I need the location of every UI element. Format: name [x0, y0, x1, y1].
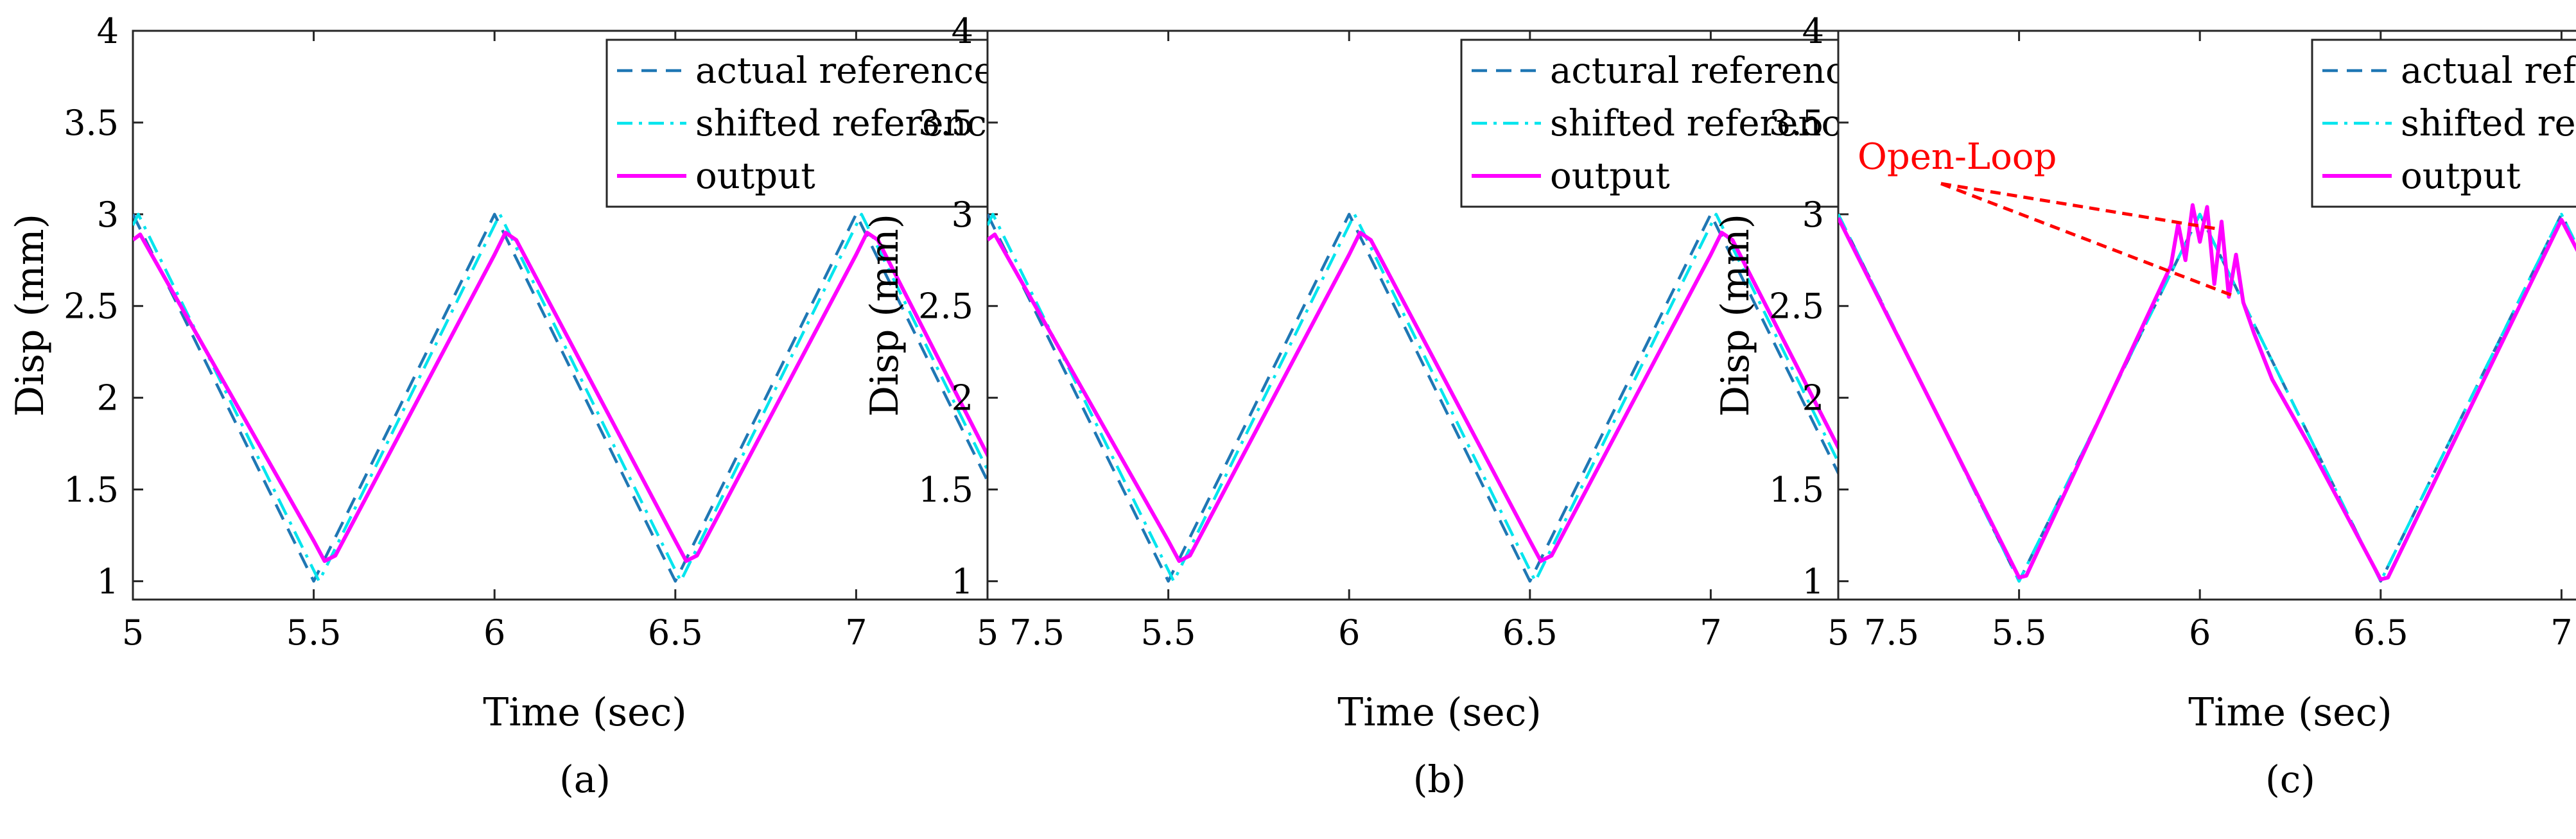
y-tick-label: 4 — [97, 11, 119, 51]
panel-label: (c) — [2265, 757, 2315, 801]
legend-entry-label: shifted reference — [2401, 103, 2576, 144]
x-tick-label: 7.5 — [1009, 612, 1065, 653]
legend-entry-label: actual reference — [695, 50, 995, 92]
annotation-arrow — [1940, 182, 2237, 298]
legend-entry-label: output — [1550, 155, 1670, 197]
series-line-output — [988, 230, 1892, 563]
annotation-arrow — [1940, 182, 2218, 231]
legend-entry-label: output — [2401, 155, 2521, 197]
x-tick-label: 5 — [977, 612, 998, 653]
x-tick-label: 7.5 — [1864, 612, 1919, 653]
series-group — [988, 212, 1892, 583]
series-line-output — [1838, 203, 2576, 582]
legend-entry-label: shifted reference — [1550, 103, 1863, 144]
series-line-shifted-reference — [988, 212, 1892, 583]
x-tick-label: 6 — [1338, 612, 1360, 653]
y-tick-label: 1 — [1802, 561, 1824, 601]
y-tick-label: 1.5 — [918, 470, 973, 510]
x-tick-label: 5 — [122, 612, 144, 653]
y-tick-label: 3.5 — [1769, 103, 1824, 143]
series-line-actural-reference — [988, 212, 1892, 583]
legend-box — [605, 39, 1029, 208]
annotation-label: Open-Loop — [1858, 136, 2057, 178]
y-tick-label: 4 — [952, 11, 973, 51]
x-axis-label: Time (sec) — [1337, 690, 1541, 735]
y-tick-label: 3 — [1802, 195, 1824, 235]
y-tick-label: 2 — [952, 378, 973, 419]
y-tick-label: 3.5 — [64, 103, 119, 143]
y-tick-label: 3.5 — [918, 103, 973, 143]
x-axis-label: Time (sec) — [483, 690, 686, 735]
x-tick-label: 6 — [2189, 612, 2211, 653]
x-tick-label: 5.5 — [1992, 612, 2047, 653]
x-tick-label: 5 — [1827, 612, 1849, 653]
y-tick-label: 3 — [952, 195, 973, 235]
x-tick-label: 5.5 — [286, 612, 342, 653]
x-tick-label: 6.5 — [1502, 612, 1558, 653]
x-axis-label: Time (sec) — [2188, 690, 2392, 735]
panel-label: (a) — [559, 757, 611, 801]
series-line-shifted-reference — [133, 212, 1037, 583]
panel-b: 5 5.5 6 6.5 7 7.5 1 1.5 2 2.5 3 3.5 4 Time (sec) Disp … — [862, 11, 1919, 801]
x-tick-label: 7 — [2550, 612, 2572, 653]
y-tick-label: 1.5 — [64, 470, 119, 510]
x-tick-label: 6.5 — [2353, 612, 2408, 653]
y-tick-label: 2.5 — [918, 286, 973, 327]
x-tick-label: 6 — [483, 612, 505, 653]
y-tick-label: 1 — [97, 561, 119, 601]
legend-box — [1460, 39, 1884, 208]
y-tick-label: 3 — [97, 195, 119, 235]
panel-label: (b) — [1413, 757, 1466, 801]
x-tick-label: 6.5 — [648, 612, 703, 653]
series-line-output — [133, 230, 1037, 563]
panel-c: 5 5.5 6 6.5 7 7.5 1 1.5 2 2.5 3 3.5 4 Time (sec) Disp … — [1713, 11, 2576, 801]
legend-entry-label: actural reference — [1550, 50, 1867, 92]
series-group — [1838, 203, 2576, 583]
y-tick-label: 2.5 — [1769, 286, 1824, 327]
y-axis-label: Disp (mm) — [862, 214, 907, 417]
y-axis-label: Disp (mm) — [1713, 214, 1758, 417]
series-line-actual-reference — [133, 212, 1037, 583]
y-tick-label: 4 — [1802, 11, 1824, 51]
legend-entry-label: output — [695, 155, 815, 197]
y-tick-label: 1 — [952, 561, 973, 601]
y-axis-label: Disp (mm) — [8, 214, 53, 417]
legend-entry-label: shifted reference — [695, 103, 1008, 144]
legend-entry-label: actual reference — [2401, 50, 2576, 92]
x-tick-label: 5.5 — [1141, 612, 1196, 653]
y-tick-label: 2 — [1802, 378, 1824, 419]
x-tick-label: 7 — [1700, 612, 1721, 653]
panel-a: 5 5.5 6 6.5 7 7.5 1 1.5 2 2.5 3 3.5 4 Time (sec) Disp … — [8, 11, 1065, 801]
y-tick-label: 1.5 — [1769, 470, 1824, 510]
y-tick-label: 2.5 — [64, 286, 119, 327]
series-group — [133, 212, 1037, 583]
x-tick-label: 7 — [845, 612, 867, 653]
y-tick-label: 2 — [97, 378, 119, 419]
